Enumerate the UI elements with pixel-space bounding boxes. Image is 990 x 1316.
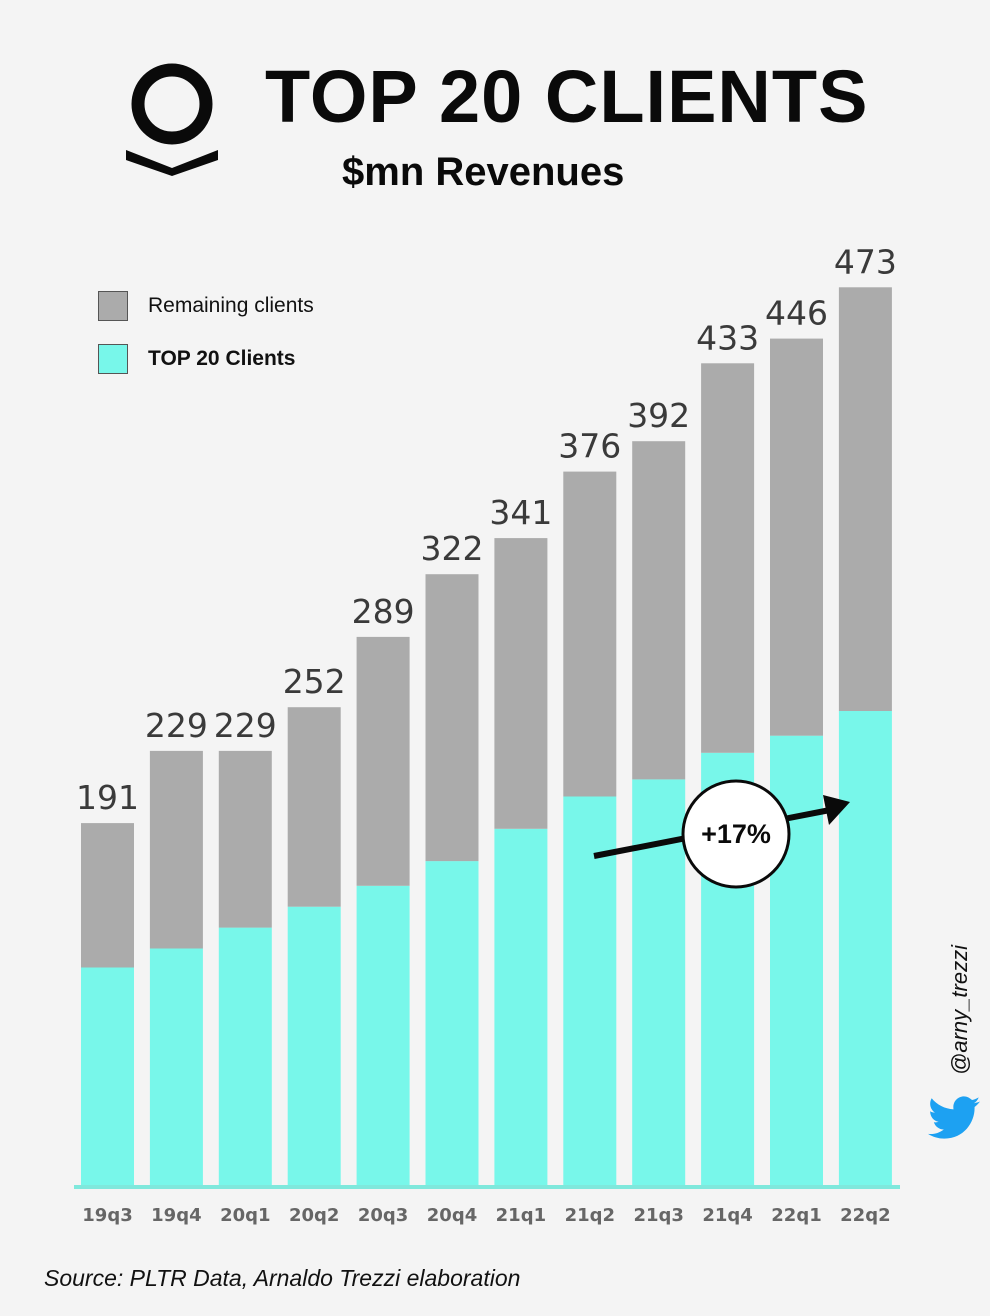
legend-swatch-remaining	[98, 291, 128, 321]
twitter-bird-icon[interactable]	[928, 1096, 980, 1140]
bar-remaining-22q1	[770, 338, 823, 736]
bar-top20-22q2	[838, 711, 892, 1186]
total-label-20q2: 252	[283, 662, 346, 701]
bar-remaining-22q2	[838, 287, 892, 711]
bar-remaining-21q1	[494, 538, 548, 829]
total-label-19q3: 191	[76, 778, 139, 817]
bar-remaining-19q3	[81, 823, 134, 968]
growth-badge	[681, 779, 791, 889]
bar-top20-20q1	[218, 927, 272, 1186]
bar-top20-20q4	[425, 861, 479, 1186]
bar-remaining-20q4	[425, 574, 479, 862]
growth-badge-label: +17%	[701, 819, 771, 849]
tick-label-22q2: 22q2	[840, 1205, 890, 1226]
bar-top20-19q3	[81, 967, 134, 1186]
total-label-20q1: 229	[214, 706, 277, 745]
bar-remaining-21q4	[701, 363, 755, 753]
legend: Remaining clients TOP 20 Clients	[98, 290, 314, 396]
total-label-21q4: 433	[696, 318, 759, 357]
bar-remaining-21q3	[632, 441, 686, 780]
bar-remaining-20q2	[287, 707, 341, 907]
palantir-logo-icon	[126, 63, 218, 176]
bar-remaining-21q2	[563, 471, 617, 797]
tick-label-20q3: 20q3	[358, 1205, 408, 1226]
tick-label-21q3: 21q3	[633, 1205, 683, 1226]
tick-label-22q1: 22q1	[771, 1205, 821, 1226]
bar-top20-21q2	[563, 796, 617, 1186]
source-note: Source: PLTR Data, Arnaldo Trezzi elabor…	[44, 1265, 521, 1291]
total-label-21q3: 392	[627, 396, 690, 435]
tick-label-20q4: 20q4	[427, 1205, 477, 1226]
growth-arrow-head	[823, 795, 850, 825]
tick-label-19q4: 19q4	[151, 1205, 201, 1226]
legend-item-remaining: Remaining clients	[98, 290, 314, 322]
bar-top20-20q3	[356, 885, 410, 1186]
total-label-20q3: 289	[352, 592, 415, 631]
tick-label-19q3: 19q3	[82, 1205, 132, 1226]
tick-label-21q1: 21q1	[496, 1205, 546, 1226]
bar-top20-19q4	[149, 948, 203, 1186]
bar-remaining-20q1	[218, 750, 272, 928]
tick-label-21q4: 21q4	[702, 1205, 752, 1226]
tick-label-20q1: 20q1	[220, 1205, 270, 1226]
legend-item-top20: TOP 20 Clients	[98, 343, 314, 375]
total-label-21q1: 341	[489, 493, 552, 532]
page-subtitle: $mn Revenues	[342, 150, 625, 194]
tick-label-21q2: 21q2	[565, 1205, 615, 1226]
total-label-22q2: 473	[834, 242, 897, 281]
total-label-19q4: 229	[145, 706, 208, 745]
tick-label-20q2: 20q2	[289, 1205, 339, 1226]
page-title: TOP 20 CLIENTS	[265, 55, 869, 138]
bar-top20-20q2	[287, 906, 341, 1186]
bar-top20-21q1	[494, 828, 548, 1186]
bar-remaining-20q3	[356, 636, 410, 886]
header: TOP 20 CLIENTS $mn Revenues	[0, 0, 990, 210]
total-label-20q4: 322	[421, 529, 484, 568]
total-label-21q2: 376	[558, 427, 621, 466]
total-label-22q1: 446	[765, 294, 828, 333]
legend-label-remaining: Remaining clients	[148, 294, 314, 317]
twitter-handle[interactable]: @arny_trezzi	[947, 945, 972, 1075]
bar-remaining-19q4	[149, 750, 203, 949]
legend-swatch-top20	[98, 344, 128, 374]
legend-label-top20: TOP 20 Clients	[148, 347, 296, 370]
stacked-bar-chart: 191 19q3 229 19q4 229 20q1 252 20q2 289 20q3 322 20…	[74, 242, 900, 1226]
